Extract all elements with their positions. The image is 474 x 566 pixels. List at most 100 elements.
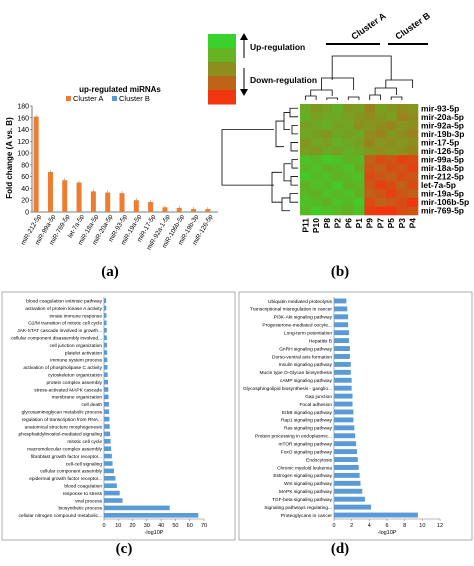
heatmap-cell [310, 197, 322, 207]
heatmap-cell [300, 155, 312, 165]
heatmap-cell [321, 189, 333, 199]
heatmap-cell [332, 155, 344, 165]
bar [104, 468, 114, 474]
row-dendrogram-branch [289, 107, 298, 118]
heatmap-column-label: P6 [343, 218, 353, 229]
heatmap-cell [332, 163, 344, 173]
legend-gradient-block [208, 34, 236, 49]
bar-cluster-b [211, 211, 217, 212]
heatmap-column-label: P11 [300, 218, 310, 233]
x-axis-label: -log10P [378, 530, 397, 536]
panel-label-a: (a) [101, 264, 119, 280]
bar [104, 335, 107, 340]
bar [334, 433, 356, 439]
heatmap-cell [396, 180, 408, 190]
column-dendrogram-branch [374, 87, 397, 95]
x-tick-label: 20 [130, 523, 136, 529]
category-label: Protein processing in endoplasmic... [255, 434, 332, 440]
bar [334, 457, 358, 462]
category-label: Ubiquitin mediated proteolysis [268, 299, 333, 305]
heatmap-cell [385, 112, 397, 122]
chart-c: 0 10 20 30 40 50 60 70 -log10P blood coagulation … [11, 297, 207, 536]
heatmap-column-label: P2 [333, 218, 343, 229]
heatmap-cell [332, 138, 344, 147]
bar [104, 342, 107, 348]
heatmap-cell [321, 112, 333, 122]
legend-gradient-block [208, 48, 236, 63]
bar [334, 377, 352, 383]
bar-cluster-b [82, 211, 88, 212]
category-label: viral process [75, 498, 103, 504]
bar [104, 394, 109, 400]
heatmap-cell [321, 146, 333, 156]
column-dendrogram-branch [321, 77, 355, 90]
x-tick-label: 2 [350, 523, 353, 529]
category-label: activation of protein kinase A activity [25, 306, 102, 312]
heatmap-row-label: mir-19b-3p [421, 129, 464, 139]
bar [334, 393, 353, 399]
y-tick-label: 140 [17, 127, 29, 134]
heatmap-cell [310, 180, 322, 190]
row-dendrogram-branch [221, 129, 274, 186]
column-dendrogram-branch [331, 55, 392, 80]
category-label: MAPK signaling pathway [279, 489, 333, 495]
heatmap-column-label: P9 [365, 218, 375, 229]
heatmap-cell [353, 138, 365, 147]
x-tick-label: 0 [102, 523, 105, 529]
heatmap-cell [396, 138, 408, 147]
column-dendrogram-branch [385, 79, 414, 88]
heatmap-cell [375, 112, 387, 122]
heatmap-cell [364, 104, 376, 113]
heatmap-cell [353, 163, 365, 173]
bar [104, 387, 109, 392]
heatmap-cell [385, 172, 397, 182]
heatmap-row-label: mir-769-5p [421, 206, 464, 216]
x-axis-label: -log10P [145, 530, 164, 536]
heatmap-cell [342, 163, 354, 173]
heatmap-cell [364, 146, 376, 156]
chart-c-frame [1, 291, 236, 541]
bar [334, 330, 350, 336]
category-label: cell death [81, 402, 102, 408]
heatmap-column-label: P3 [397, 218, 407, 229]
x-tick-label: 10 [419, 523, 425, 529]
heatmap-cell [353, 104, 365, 113]
heatmap-cell [310, 121, 322, 130]
bar-cluster-a [33, 116, 39, 212]
heatmap-cell [396, 104, 408, 113]
heatmap-column-label: P10 [311, 218, 321, 233]
bar [104, 305, 107, 311]
heatmap-cell [353, 129, 365, 139]
heatmap-cell [364, 172, 376, 182]
category-label: protein complex assembly [47, 380, 103, 386]
row-dendrogram-branch [283, 112, 290, 131]
x-tick-label: 8 [403, 523, 406, 529]
heatmap-cell [385, 121, 397, 130]
bar [104, 490, 120, 496]
heatmap-cell [321, 155, 333, 165]
bar [334, 417, 354, 423]
heatmap-cell [375, 206, 387, 216]
heatmap-cell [342, 206, 354, 216]
heatmap-cell [385, 180, 397, 190]
heatmap-cell [300, 172, 312, 182]
x-tick-label: 30 [144, 523, 150, 529]
category-label: Ras signaling pathway [284, 426, 333, 432]
category-label: cAMP signaling pathway [280, 378, 333, 384]
heatmap-cell [407, 146, 419, 156]
row-dendrogram-branch [289, 193, 298, 203]
heatmap-cell [321, 163, 333, 173]
row-dendrogram-branch [275, 120, 284, 148]
category-label: blood coagulation [64, 484, 102, 490]
bar [104, 320, 107, 326]
heatmap-cell [342, 189, 354, 199]
heatmap-cell [396, 146, 408, 156]
category-label: fibroblast growth factor receptor... [31, 454, 102, 460]
heatmap-cell [364, 189, 376, 199]
heatmap-cell [375, 138, 387, 147]
heatmap-cell [321, 197, 333, 207]
category-label: glycosaminoglycan metabolic process [21, 410, 102, 416]
heatmap-cell [364, 155, 376, 165]
bar-cluster-a [76, 182, 82, 212]
